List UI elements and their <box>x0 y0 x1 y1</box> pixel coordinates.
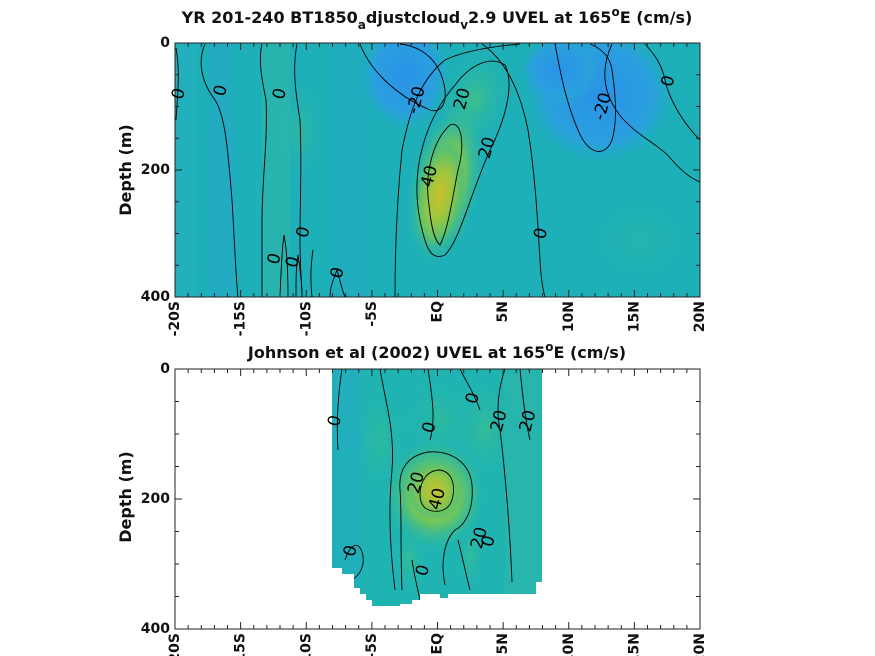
bottom-y-tick-label: 400 <box>141 621 170 637</box>
bottom-ylabel: Depth (m) <box>116 451 135 543</box>
top-y-tick-label: 200 <box>141 162 170 178</box>
top-x-tick-label: 5N <box>495 301 511 322</box>
top-contour-label: 0 <box>293 224 315 240</box>
top-ylabel: Depth (m) <box>116 124 135 216</box>
bottom-x-tick-label: -5S <box>364 633 380 656</box>
top-contour-label: 0 <box>210 83 232 99</box>
bottom-x-tick-label: -10S <box>298 633 314 656</box>
panel-top: YR 201-240 BT1850adjustcloudv2.9 UVEL at… <box>116 5 708 336</box>
top-x-tick-label: 10N <box>561 301 577 332</box>
bottom-x-tick-label: 20N <box>692 633 708 656</box>
top-y-tick-label: 0 <box>160 35 170 51</box>
bottom-y-axis: 0 200 400 <box>141 361 700 637</box>
bottom-contour-label: 0 <box>462 390 484 406</box>
bottom-y-tick-label: 0 <box>160 361 170 377</box>
top-x-tick-label: -10S <box>298 301 314 336</box>
bottom-heatmap <box>332 369 542 606</box>
top-contours <box>175 43 700 297</box>
top-y-axis: 0 200 400 <box>141 35 700 305</box>
top-x-tick-label: 20N <box>692 301 708 332</box>
top-x-axis: -20S -15S -10S -5S EQ 5N 10N 15N 20N <box>167 43 708 336</box>
bottom-contour-label: 0 <box>412 563 434 579</box>
bottom-contour-label: 0 <box>340 543 362 559</box>
top-contour-label: 0 <box>269 86 291 102</box>
top-contour-label: 0 <box>264 251 286 267</box>
bottom-title: Johnson et al (2002) UVEL at 165oE (cm/s… <box>247 340 626 362</box>
bottom-x-tick-label: 10N <box>561 633 577 656</box>
top-heatmap <box>175 43 700 297</box>
top-x-tick-label: EQ <box>430 301 446 323</box>
top-x-tick-label: -20S <box>167 301 183 336</box>
bottom-x-axis: -20S -15S -10S -5S EQ 5N 10N 15N 20N <box>167 369 708 656</box>
bottom-contour-label: 0 <box>324 413 346 429</box>
top-contour-label: 0 <box>530 226 552 242</box>
bottom-x-tick-label: 5N <box>495 633 511 654</box>
top-contour-label: 0 <box>657 73 679 89</box>
top-x-tick-label: -15S <box>233 301 249 336</box>
bottom-x-tick-label: EQ <box>430 633 446 655</box>
top-contour-label: 0 <box>282 254 304 270</box>
top-title: YR 201-240 BT1850adjustcloudv2.9 UVEL at… <box>181 5 693 32</box>
bottom-x-tick-label: 15N <box>626 633 642 656</box>
panel-bottom: Johnson et al (2002) UVEL at 165oE (cm/s… <box>116 340 708 656</box>
top-x-tick-label: 15N <box>626 301 642 332</box>
bottom-contour-label: 0 <box>419 420 441 436</box>
bottom-contour-label: 0 <box>478 533 500 549</box>
top-y-tick-label: 400 <box>141 289 170 305</box>
bottom-contours <box>336 369 531 601</box>
top-contour-label: 0 <box>327 265 349 281</box>
top-contour-label: 0 <box>168 86 190 102</box>
top-x-tick-label: -5S <box>364 301 380 327</box>
bottom-x-tick-label: -15S <box>233 633 249 656</box>
bottom-y-tick-label: 200 <box>141 491 170 507</box>
bottom-x-tick-label: -20S <box>167 633 183 656</box>
